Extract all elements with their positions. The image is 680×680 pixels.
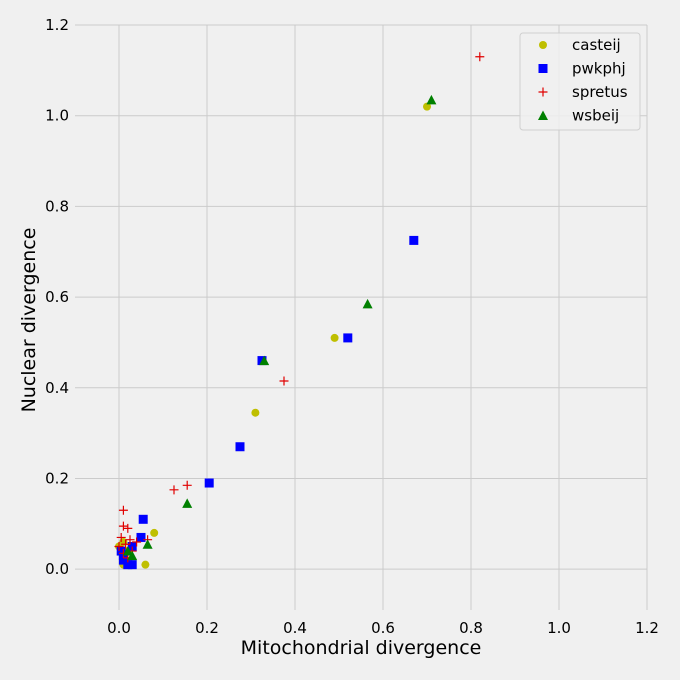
y-tick-label: 0.0 [45, 560, 69, 578]
data-point-pwkphj [118, 555, 128, 565]
data-point-spretus [169, 485, 179, 495]
x-tick-label: 0.0 [107, 619, 131, 637]
data-point-pwkphj [204, 478, 214, 488]
legend-marker-wsbeij [538, 110, 548, 120]
legend-label: wsbeij [572, 107, 619, 125]
data-point-pwkphj [235, 442, 245, 452]
data-point-wsbeij [362, 298, 373, 309]
x-tick-label: 1.2 [635, 619, 659, 637]
data-point-wsbeij [259, 355, 270, 366]
data-point-casteij [251, 408, 260, 417]
data-point-spretus [121, 539, 131, 549]
data-point-spretus [182, 480, 192, 490]
y-tick-label: 0.8 [45, 197, 69, 215]
data-point-casteij [423, 102, 431, 111]
data-point-pwkphj [343, 333, 353, 343]
data-point-pwkphj [116, 546, 126, 556]
legend-label: pwkphj [572, 60, 626, 78]
data-point-pwkphj [136, 532, 146, 542]
y-tick-label: 0.6 [45, 288, 69, 306]
data-point-wsbeij [426, 94, 437, 105]
y-tick-label: 1.0 [45, 107, 69, 125]
data-point-spretus [114, 542, 124, 552]
data-point-spretus [116, 532, 126, 542]
legend-marker-pwkphj [538, 64, 548, 73]
data-point-casteij [141, 560, 150, 569]
legend-label: casteij [572, 36, 621, 54]
y-tick-label: 1.2 [45, 16, 69, 34]
data-point-wsbeij [182, 498, 193, 508]
x-tick-label: 0.4 [283, 619, 307, 637]
y-tick-label: 0.4 [45, 379, 69, 397]
data-point-casteij [330, 333, 339, 342]
y-tick-label: 0.2 [45, 469, 69, 487]
data-point-spretus [118, 505, 128, 515]
data-point-wsbeij [142, 539, 153, 549]
data-point-spretus [279, 376, 289, 386]
data-point-pwkphj [127, 560, 137, 570]
x-tick-label: 0.2 [195, 619, 219, 637]
data-point-spretus [123, 523, 133, 533]
legend-box [519, 32, 641, 131]
legend-marker-casteij [539, 41, 547, 49]
data-point-spretus [475, 52, 485, 62]
x-tick-label: 0.6 [371, 619, 395, 637]
x-tick-label: 0.8 [459, 619, 483, 637]
data-point-pwkphj [409, 235, 419, 245]
legend-marker-spretus [538, 87, 548, 97]
data-points [114, 52, 485, 570]
data-point-casteij [150, 528, 159, 537]
legend: casteij pwkphj spretus wsbeij [519, 32, 641, 131]
legend-label: spretus [572, 83, 628, 101]
data-point-pwkphj [138, 514, 148, 524]
data-point-pwkphj [127, 542, 137, 552]
data-point-spretus [118, 521, 128, 531]
y-axis-label: Nuclear divergence [18, 228, 40, 413]
data-point-spretus [125, 535, 135, 545]
x-tick-label: 1.0 [547, 619, 571, 637]
data-point-spretus [132, 537, 142, 547]
data-point-wsbeij [122, 546, 133, 556]
y-tick-labels: 0.0 0.2 0.4 0.6 0.8 1.0 1.2 [45, 16, 69, 578]
x-tick-labels: 0.0 0.2 0.4 0.6 0.8 1.0 1.2 [107, 619, 659, 637]
x-axis-label: Mitochondrial divergence [241, 637, 482, 659]
